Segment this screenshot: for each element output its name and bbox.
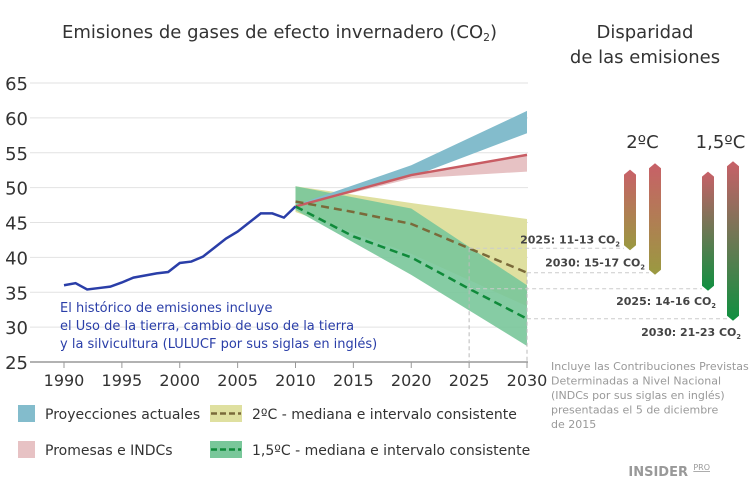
gap-bar xyxy=(649,163,661,275)
historical-note: y la silvicultura (LULUCF por sus siglas… xyxy=(60,337,377,352)
footnote-line: Determinadas a Nivel Nacional xyxy=(551,375,721,388)
median-line-1 xyxy=(294,205,528,320)
x-tick-label: 2030 xyxy=(507,371,548,390)
legend-swatch xyxy=(18,441,35,458)
y-tick-label: 45 xyxy=(5,214,28,235)
gap-group-label: 1,5ºC xyxy=(696,132,746,153)
x-tick-label: 1990 xyxy=(44,371,85,390)
footnote-line: presentadas el 5 de diciembre xyxy=(551,404,718,417)
y-tick-label: 30 xyxy=(5,318,28,339)
historical-note: el Uso de la tierra, cambio de uso de la… xyxy=(60,319,354,334)
y-tick-label: 25 xyxy=(5,353,28,374)
legend-label: 2ºC - mediana e intervalo consistente xyxy=(252,407,517,423)
legend-label: Promesas e INDCs xyxy=(45,443,173,459)
gap-title-line2: de las emisiones xyxy=(570,47,720,68)
band-3 xyxy=(295,154,527,207)
historical-note: El histórico de emisiones incluye xyxy=(60,301,273,316)
y-tick-label: 55 xyxy=(5,144,28,165)
footnote-line: (INDCs por sus siglas en inglés) xyxy=(551,389,725,402)
gap-bar-label: 2025: 14-16 CO2 xyxy=(616,295,716,310)
legend-swatch xyxy=(18,405,35,422)
legend-label: 1,5ºC - mediana e intervalo consistente xyxy=(252,443,530,459)
y-tick-label: 50 xyxy=(5,179,28,200)
footnote-line: de 2015 xyxy=(551,418,596,431)
gap-bar-label: 2030: 21-23 CO2 xyxy=(641,326,741,341)
gap-bar-label: 2030: 15-17 CO2 xyxy=(545,257,645,272)
footnote-line: Incluye las Contribuciones Previstas xyxy=(551,360,749,373)
chart-title: Emisiones de gases de efecto invernadero… xyxy=(62,22,497,44)
historical-line xyxy=(63,205,297,291)
x-tick-label: 2025 xyxy=(449,371,490,390)
y-tick-label: 35 xyxy=(5,283,28,304)
pledges-line xyxy=(295,153,528,208)
brand-logo: INSIDER xyxy=(628,465,688,480)
x-tick-label: 2005 xyxy=(217,371,258,390)
y-tick-label: 60 xyxy=(5,109,28,130)
brand-logo-suffix: PRO xyxy=(693,463,710,472)
legend-label: Proyecciones actuales xyxy=(45,407,200,423)
gap-bar xyxy=(702,171,714,291)
x-tick-label: 1995 xyxy=(102,371,143,390)
x-tick-label: 2000 xyxy=(159,371,200,390)
gap-bar-label: 2025: 11-13 CO2 xyxy=(520,233,620,248)
y-tick-label: 40 xyxy=(5,248,28,269)
gap-group-label: 2ºC xyxy=(626,132,659,153)
x-tick-label: 2010 xyxy=(275,371,316,390)
median-line-0 xyxy=(295,200,528,274)
gap-bar xyxy=(624,169,636,251)
gap-title-line1: Disparidad xyxy=(597,22,694,43)
gap-bar xyxy=(727,161,739,321)
x-tick-label: 2020 xyxy=(391,371,432,390)
x-tick-label: 2015 xyxy=(333,371,374,390)
y-tick-label: 65 xyxy=(5,74,28,95)
